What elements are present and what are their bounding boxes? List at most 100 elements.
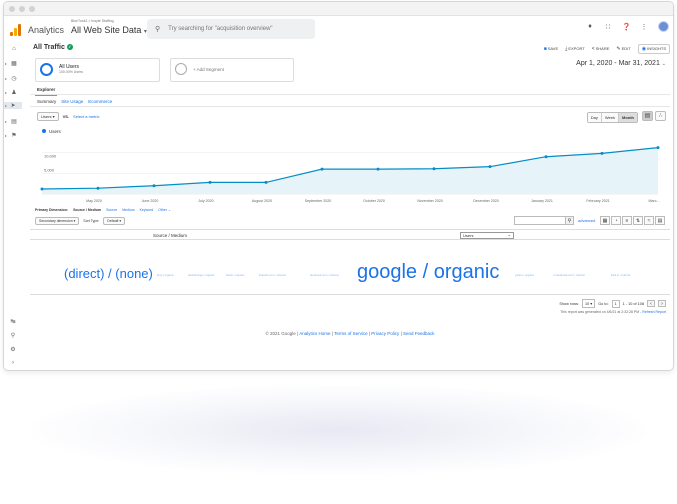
account-breadcrumb[interactable]: BlueTusk1 > Insyte Staffing (71, 19, 114, 23)
cloud-term[interactable]: facebook.com / referral (310, 273, 339, 277)
bell-icon[interactable]: ♦ (588, 23, 592, 30)
search-box[interactable]: ⚲ Try searching for "acquisition overvie… (147, 19, 315, 39)
column-source-medium: Source / Medium (153, 233, 188, 238)
apps-grid-icon[interactable]: ∷ (605, 23, 611, 31)
users-data-point (432, 167, 436, 171)
goto-label: Go to: (598, 301, 609, 306)
explorer-subtabs: Summary Site Usage Ecommerce (37, 99, 112, 104)
subtab-site-usage[interactable]: Site Usage (61, 99, 84, 104)
cloud-term[interactable]: bing / organic (157, 273, 174, 277)
expand-chevron-icon[interactable]: › (12, 360, 14, 366)
share-button[interactable]: <SHARE (592, 46, 610, 52)
next-page-icon[interactable]: › (658, 300, 666, 307)
insights-button[interactable]: ◉INSIGHTS (637, 44, 670, 54)
cloud-term[interactable]: m.facebook.com / referral (553, 273, 585, 277)
footer-link-feedback[interactable]: Send Feedback (402, 331, 435, 336)
export-button[interactable]: ⤓EXPORT (565, 46, 585, 52)
add-segment-circle-icon (175, 63, 187, 75)
analytics-logo[interactable] (10, 24, 22, 36)
admin-gear-icon[interactable]: ⚙ (10, 347, 16, 353)
page-footer: © 2021 Google | Analytics Home | Terms o… (265, 331, 435, 336)
metric-dropdown[interactable]: Users ▾ (37, 112, 59, 121)
x-tick-label: July 2020 (198, 199, 213, 203)
more-vert-icon[interactable]: ⋮ (640, 23, 648, 31)
help-icon[interactable]: ❓ (622, 23, 631, 31)
term-cloud: (direct) / (none) bing / organic duckduc… (30, 261, 670, 294)
users-series-line (41, 147, 659, 190)
term-cloud-icon[interactable]: ≈ (644, 216, 654, 225)
window-zoom-dot[interactable] (29, 5, 35, 12)
sidebar-bottom: ↹ ⚲ ⚙ › (8, 318, 18, 370)
select-metric-link[interactable]: Select a metric (73, 114, 100, 119)
primary-dimension-row: Primary Dimension: Source / Medium Sourc… (35, 208, 171, 212)
line-chart-icon[interactable]: ▤ (642, 111, 653, 121)
advanced-filter-link[interactable]: advanced (578, 218, 596, 223)
cloud-term[interactable]: linkedin.com / referral (259, 273, 286, 277)
x-tick-label: December 2020 (473, 199, 499, 203)
subtab-ecommerce[interactable]: Ecommerce (88, 99, 113, 104)
show-rows-select[interactable]: 10 ▾ (582, 299, 596, 308)
users-area-fill (42, 147, 658, 194)
data-table-icon[interactable]: ▦ (600, 216, 610, 225)
report-title: All Traffic ✓ (33, 44, 73, 51)
avatar[interactable] (658, 21, 669, 32)
add-segment-card[interactable]: + Add Segment (170, 58, 294, 82)
secondary-dimension-dropdown[interactable]: Secondary dimension ▾ (35, 217, 80, 225)
period-toggle: Day Week Month (586, 112, 638, 123)
goto-input[interactable]: 1 (611, 299, 620, 308)
dimension-medium[interactable]: Medium (122, 208, 135, 212)
discover-lightbulb-icon[interactable]: ⚲ (10, 333, 16, 339)
conversions-flag-icon[interactable]: ▸ ⚑ (5, 133, 17, 139)
cloud-term[interactable]: baidu / organic (226, 273, 245, 277)
x-tick-label: October 2020 (363, 199, 385, 203)
metric-column-dropdown[interactable]: Users ⌄ (460, 232, 514, 239)
period-week[interactable]: Week (601, 113, 619, 122)
window-close-dot[interactable] (9, 5, 15, 12)
segment-all-users[interactable]: All Users 100.00% Users (35, 58, 160, 82)
edit-button[interactable]: ✎EDIT (616, 46, 630, 52)
attribution-icon[interactable]: ↹ (10, 319, 16, 325)
performance-bars-icon[interactable]: ≡ (622, 216, 632, 225)
view-selector[interactable]: All Web Site Data ▾ (71, 25, 147, 35)
search-icon: ⚲ (155, 26, 161, 33)
acquisition-icon[interactable]: ▸ ➤ (4, 102, 22, 109)
dimension-keyword[interactable]: Keyword (139, 208, 154, 212)
users-data-point (40, 187, 44, 191)
window-minimize-dot[interactable] (19, 5, 25, 12)
subtab-summary[interactable]: Summary (37, 99, 57, 104)
refresh-report-link[interactable]: Refresh Report (642, 310, 666, 314)
sort-type-dropdown[interactable]: Default ▾ (103, 217, 126, 225)
segment-name: All Users (59, 64, 80, 70)
cloud-term[interactable]: lnkd.in / referral (611, 273, 631, 277)
footer-link-terms[interactable]: Terms of Service (334, 331, 368, 336)
footer-link-privacy[interactable]: Privacy Policy (371, 331, 400, 336)
audience-icon[interactable]: ▸ ♟ (5, 90, 17, 96)
cloud-term[interactable]: google / organic (357, 261, 500, 283)
dimension-other[interactable]: Other ⌄ (158, 208, 171, 212)
home-icon[interactable]: ⌂ (12, 46, 16, 52)
period-month[interactable]: Month (619, 113, 637, 122)
dimension-source[interactable]: Source (106, 208, 118, 212)
prev-page-icon[interactable]: ‹ (647, 300, 655, 307)
customization-icon[interactable]: ▸ ▦ (5, 61, 17, 67)
users-data-point (320, 167, 324, 171)
browser-window: Analytics BlueTusk1 > Insyte Staffing Al… (3, 1, 674, 371)
motion-chart-icon[interactable]: ∴ (655, 111, 666, 121)
pie-chart-icon[interactable]: ◔ (611, 216, 621, 225)
tab-explorer[interactable]: Explorer (35, 86, 58, 96)
comparison-icon[interactable]: ⇅ (633, 216, 643, 225)
dimension-source-medium[interactable]: Source / Medium (73, 208, 102, 212)
cloud-term[interactable]: duckduckgo / organic (188, 273, 215, 277)
edit-pencil-icon: ✎ (616, 46, 621, 52)
behavior-icon[interactable]: ▸ ▤ (5, 119, 17, 125)
cloud-term[interactable]: yahoo / organic (515, 273, 535, 277)
footer-link-analytics-home[interactable]: Analytics Home (299, 331, 331, 336)
period-day[interactable]: Day (587, 113, 602, 122)
y-tick-label: 10,000 (44, 154, 57, 159)
date-range-picker[interactable]: Apr 1, 2020 - Mar 31, 2021 ⌄ (576, 60, 666, 67)
save-button[interactable]: ■SAVE (544, 46, 558, 52)
realtime-icon[interactable]: ▸ ◷ (5, 76, 17, 82)
pivot-icon[interactable]: ▤ (655, 216, 665, 225)
cloud-term[interactable]: (direct) / (none) (64, 266, 153, 281)
table-search-icon[interactable]: ⚲ (565, 216, 574, 225)
